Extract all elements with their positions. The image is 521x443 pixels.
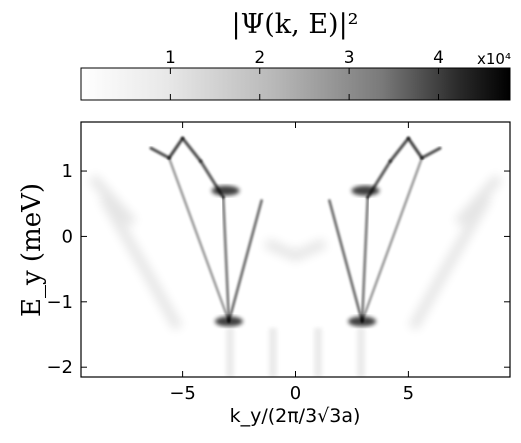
- colorbar-tick-label: 3: [344, 48, 355, 68]
- ghost-band: [454, 174, 503, 227]
- intensity-maximum: [351, 185, 380, 196]
- y-tick-label: −1: [46, 292, 73, 313]
- ghost-band: [99, 194, 183, 331]
- band-segment: [360, 195, 370, 323]
- intensity-maximum: [211, 185, 240, 196]
- band-segment: [167, 136, 185, 160]
- streak: [314, 327, 323, 377]
- band-segment: [328, 199, 364, 323]
- y-tick-label: 0: [62, 226, 73, 247]
- x-tick-label: −5: [169, 383, 196, 404]
- colorbar-ticks: 1 2 3 4: [165, 48, 444, 100]
- ghost-band: [264, 238, 327, 262]
- streak: [356, 327, 365, 377]
- y-tick-label: −2: [46, 357, 73, 378]
- intensity-maximum: [348, 316, 377, 327]
- y-axis-label: E_y (meV): [17, 183, 47, 317]
- ghost-bands: [88, 174, 503, 331]
- ghost-band: [88, 174, 137, 227]
- band-segment: [420, 146, 442, 160]
- axis-ticks: −5 0 5 −2 −1 0 1: [46, 122, 510, 404]
- x-axis-label: k_y/(2π/3√3a): [230, 405, 361, 427]
- band-segment: [388, 136, 410, 163]
- band-segment: [168, 157, 230, 322]
- x-tick-label: 5: [403, 383, 414, 404]
- vertical-streaks: [226, 327, 365, 377]
- y-tick-label: 1: [62, 161, 73, 182]
- colorbar-tick-label: 1: [165, 48, 176, 68]
- x-tick-label: 0: [290, 383, 301, 404]
- colorbar-tick-label: 4: [433, 48, 444, 68]
- heatmap-area: −5 0 5 −2 −1 0 1: [46, 121, 511, 404]
- streak: [226, 327, 235, 377]
- band-segment: [361, 157, 423, 322]
- colorbar-multiplier: x10⁴: [477, 50, 511, 68]
- band-segment: [181, 136, 203, 163]
- ghost-band: [408, 194, 492, 331]
- band-segment: [406, 136, 424, 160]
- band-segment: [227, 199, 263, 323]
- colorbar-gradient: [80, 67, 511, 101]
- colorbar: 1 2 3 4 x10⁴: [80, 48, 511, 101]
- chart-title: |Ψ(k, E)|²: [232, 9, 359, 40]
- streak: [268, 327, 277, 377]
- intensity-maximum: [214, 316, 243, 327]
- band-segment: [149, 146, 171, 160]
- colorbar-tick-label: 2: [254, 48, 265, 68]
- heatmap-features: [88, 136, 503, 377]
- band-segment: [221, 195, 231, 323]
